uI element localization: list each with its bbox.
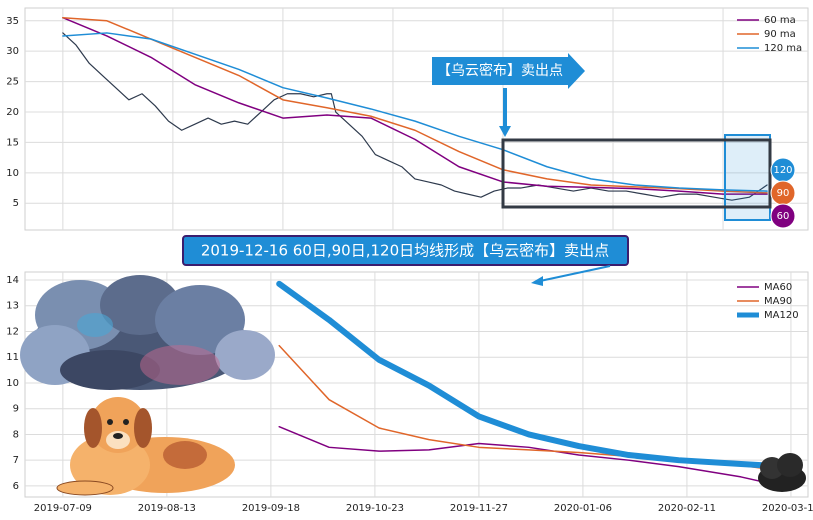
pointer-head	[531, 276, 543, 286]
ma-line	[62, 16, 768, 194]
y-tick-label: 11	[6, 352, 19, 363]
cloud-illustration	[20, 275, 275, 390]
y-tick-label: 14	[6, 275, 19, 286]
top-layer: 5 10 15 20 25 30 35 60 ma 90 ma 120 ma	[6, 8, 808, 230]
x-tick-label: 2020-02-11	[658, 503, 716, 514]
pointer-head	[499, 126, 511, 137]
legend-label: 90 ma	[764, 29, 796, 40]
y-tick-label: 5	[13, 198, 19, 209]
legend-label: MA90	[764, 296, 792, 307]
end-label: 90	[777, 188, 790, 199]
legend-label: 120 ma	[764, 43, 802, 54]
y-tick-label: 35	[6, 16, 19, 27]
ma-line	[62, 16, 768, 195]
signal-box	[501, 138, 772, 209]
x-tick-label: 2019-07-09	[34, 503, 92, 514]
annotation: 【乌云密布】卖出点	[437, 62, 563, 79]
y-tick-label: 7	[13, 455, 19, 466]
end-label: 120	[773, 165, 792, 176]
x-tick-label: 2019-10-23	[346, 503, 404, 514]
y-tick-label: 8	[13, 429, 19, 440]
x-tick-label: 2019-11-27	[450, 503, 508, 514]
y-tick-label: 13	[6, 301, 19, 312]
x-tick-label: 2020-01-06	[554, 503, 612, 514]
x-tick-label: 2019-08-13	[138, 503, 196, 514]
y-tick-label: 20	[6, 107, 19, 118]
y-tick-label: 30	[6, 46, 19, 57]
x-tick-label: 2020-03-13	[762, 503, 813, 514]
x-tick-label: 2019-09-18	[242, 503, 300, 514]
y-tick-label: 10	[6, 378, 19, 389]
ma-line	[276, 280, 790, 470]
banner	[182, 235, 629, 266]
y-tick-label: 9	[13, 404, 19, 415]
pointer	[539, 265, 611, 282]
y-tick-label: 6	[13, 481, 19, 492]
y-tick-label: 15	[6, 137, 19, 148]
y-tick-label: 12	[6, 326, 19, 337]
end-label: 60	[777, 211, 790, 222]
dog-illustration	[56, 397, 235, 496]
legend-label: MA60	[764, 282, 792, 293]
top-plot-area	[24, 7, 809, 231]
ma-line	[62, 32, 768, 192]
annotation-arrow	[432, 53, 585, 89]
banner-text: 2019-12-16 60日,90日,120日均线形成【乌云密布】卖出点	[201, 242, 609, 260]
y-tick-label: 10	[6, 168, 19, 179]
legend-label: 60 ma	[764, 15, 796, 26]
y-tick-label: 25	[6, 77, 19, 88]
dark-cloud-icon	[758, 453, 806, 492]
legend-label: MA120	[764, 310, 799, 321]
price-line	[62, 32, 768, 201]
end-badge	[770, 203, 796, 229]
ma-line	[278, 425, 788, 488]
